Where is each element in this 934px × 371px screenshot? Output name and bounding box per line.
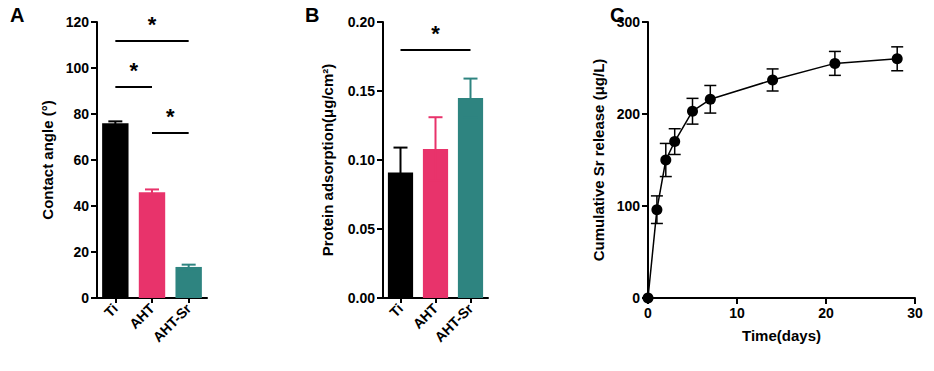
svg-text:A: A: [10, 4, 24, 26]
svg-text:B: B: [305, 4, 319, 26]
svg-text:0.00: 0.00: [348, 290, 375, 306]
svg-text:AHT-Sr: AHT-Sr: [149, 300, 194, 345]
svg-text:Ti: Ti: [101, 300, 121, 320]
svg-text:C: C: [610, 4, 624, 26]
svg-text:20: 20: [818, 305, 834, 321]
svg-text:0: 0: [644, 305, 652, 321]
svg-text:100: 100: [66, 60, 90, 76]
svg-text:0.15: 0.15: [348, 83, 375, 99]
svg-text:0.10: 0.10: [348, 152, 375, 168]
svg-text:Time(days): Time(days): [742, 327, 821, 344]
svg-text:Contact angle (°): Contact angle (°): [39, 100, 56, 219]
svg-text:100: 100: [617, 198, 641, 214]
svg-text:0: 0: [81, 290, 89, 306]
svg-text:Cumulative Sr release (μg/L): Cumulative Sr release (μg/L): [590, 59, 607, 262]
svg-text:0: 0: [632, 290, 640, 306]
svg-text:0.05: 0.05: [348, 221, 375, 237]
svg-text:30: 30: [907, 305, 923, 321]
svg-text:20: 20: [73, 244, 89, 260]
svg-text:300: 300: [616, 14, 640, 30]
svg-text:*: *: [431, 21, 440, 46]
svg-text:60: 60: [73, 152, 89, 168]
svg-text:0.20: 0.20: [348, 14, 375, 30]
svg-text:Protein adsorption(μg/cm²): Protein adsorption(μg/cm²): [319, 64, 336, 257]
svg-text:AHT-Sr: AHT-Sr: [431, 300, 476, 345]
svg-text:Ti: Ti: [386, 300, 406, 320]
svg-text:*: *: [166, 104, 175, 129]
svg-text:10: 10: [729, 305, 745, 321]
svg-text:*: *: [148, 12, 157, 37]
svg-text:AHT: AHT: [409, 300, 442, 332]
svg-text:*: *: [129, 58, 138, 83]
svg-text:40: 40: [73, 198, 89, 214]
svg-text:200: 200: [617, 106, 641, 122]
svg-text:80: 80: [73, 106, 89, 122]
svg-text:AHT: AHT: [126, 300, 158, 332]
svg-text:120: 120: [66, 14, 90, 30]
